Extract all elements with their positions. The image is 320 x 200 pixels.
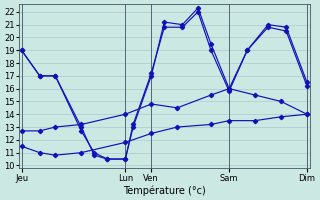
X-axis label: Température (°c): Température (°c) — [123, 185, 206, 196]
